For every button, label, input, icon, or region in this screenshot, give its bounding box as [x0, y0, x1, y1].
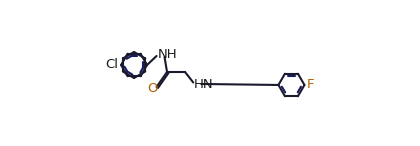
Text: O: O: [147, 82, 158, 95]
Text: HN: HN: [194, 78, 213, 92]
Text: NH: NH: [158, 48, 177, 61]
Text: F: F: [307, 78, 315, 92]
Text: Cl: Cl: [105, 59, 118, 72]
